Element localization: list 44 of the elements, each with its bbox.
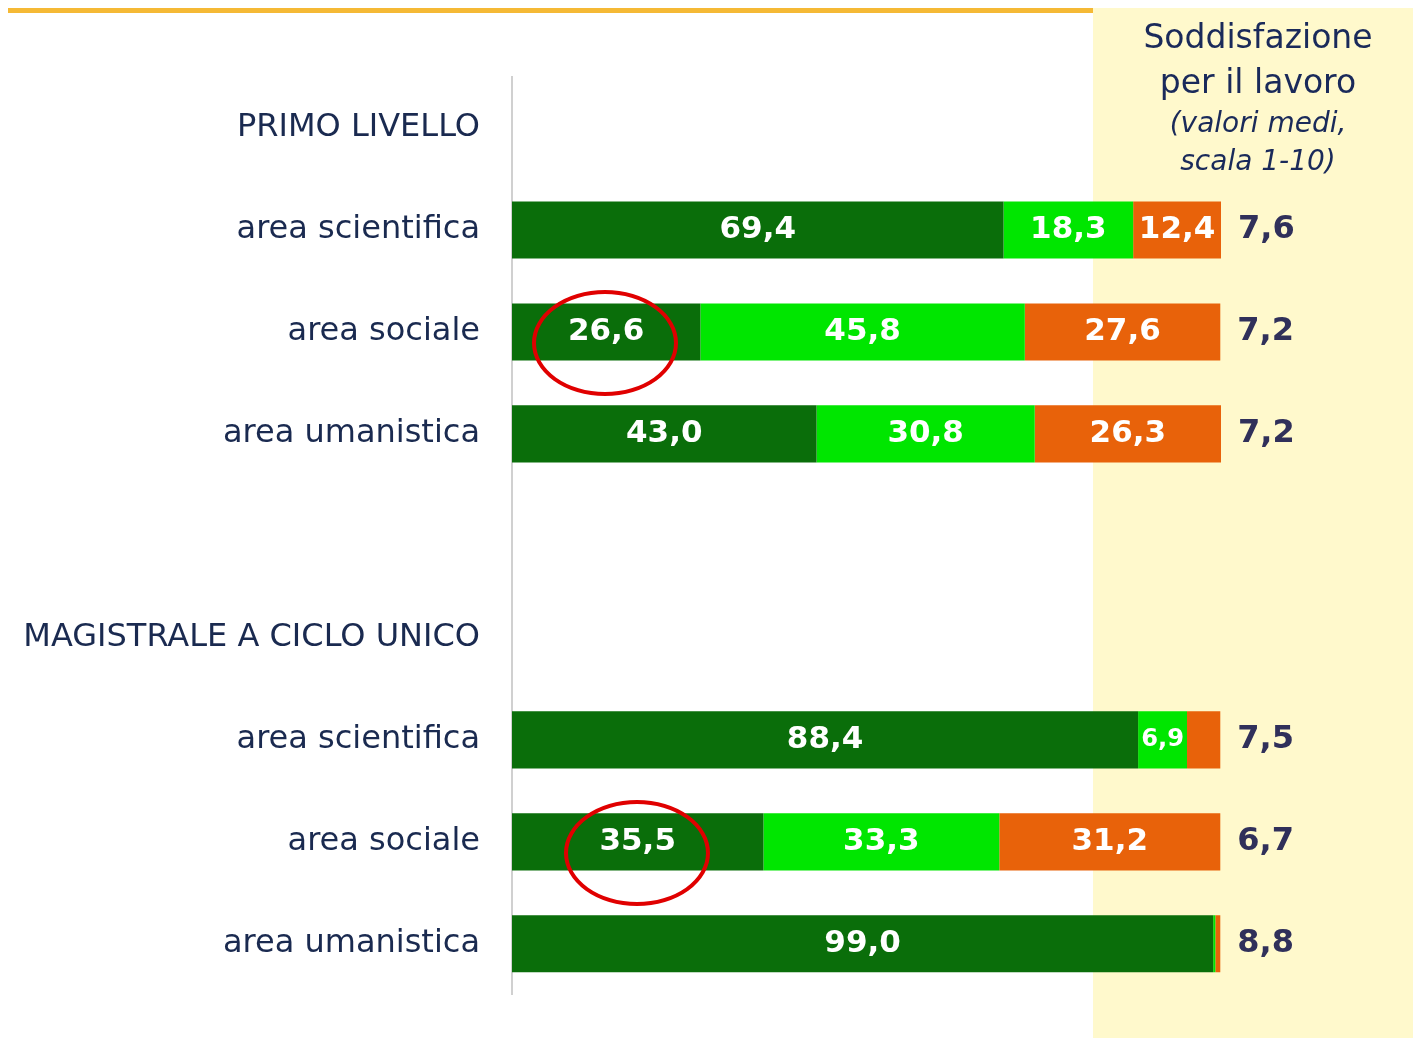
text: 7,2 — [1238, 412, 1295, 451]
bar — [999, 813, 1221, 871]
data-label: 99,0 — [824, 922, 901, 959]
y-tick-label: area umanistica — [222, 412, 480, 451]
y-tick-label: area scientifica — [236, 208, 480, 247]
y-tick-label: area sociale — [287, 820, 480, 859]
bar — [512, 711, 1139, 769]
bar — [816, 405, 1035, 463]
data-label: 33,3 — [843, 820, 920, 857]
data-label: 88,4 — [786, 718, 864, 755]
chart-title: Soddisfazione per il lavoro — [1142, 16, 1374, 103]
bar — [763, 813, 1000, 871]
data-label: 27,6 — [1084, 310, 1161, 347]
data-label: 69,4 — [719, 209, 797, 246]
data-label: 31,2 — [1071, 820, 1149, 857]
bar — [700, 303, 1025, 361]
y-tick-label: area umanistica — [222, 922, 480, 961]
y-tick-label: PRIMO LIVELLO — [236, 106, 480, 145]
text: 8,8 — [1237, 922, 1294, 961]
bar — [1213, 915, 1216, 973]
data-label: 18,3 — [1030, 209, 1107, 246]
data-label: 6,9 — [1141, 724, 1184, 753]
text: 7,2 — [1237, 310, 1294, 349]
text: 7,5 — [1237, 718, 1294, 757]
text: 7,6 — [1238, 208, 1295, 247]
data-label: 30,8 — [887, 412, 964, 449]
data-label: 45,8 — [824, 310, 901, 347]
data-label: 26,3 — [1089, 412, 1167, 449]
bar — [1215, 915, 1221, 973]
bar — [1024, 303, 1221, 361]
bar — [512, 201, 1004, 259]
data-label: 12,4 — [1138, 209, 1216, 246]
data-label: 35,5 — [599, 820, 676, 857]
bar — [512, 405, 817, 463]
data-label: 26,6 — [567, 310, 645, 347]
y-tick-label: area scientifica — [236, 718, 480, 757]
bar — [512, 915, 1214, 973]
bar — [1034, 405, 1221, 463]
y-tick-label: MAGISTRALE A CICLO UNICO — [23, 616, 480, 655]
text: (valori medi, scala 1-10) — [1168, 105, 1348, 179]
bar — [1187, 711, 1221, 769]
y-tick-label: area sociale — [287, 310, 480, 349]
text: 6,7 — [1237, 820, 1294, 859]
data-label: 43,0 — [626, 412, 703, 449]
